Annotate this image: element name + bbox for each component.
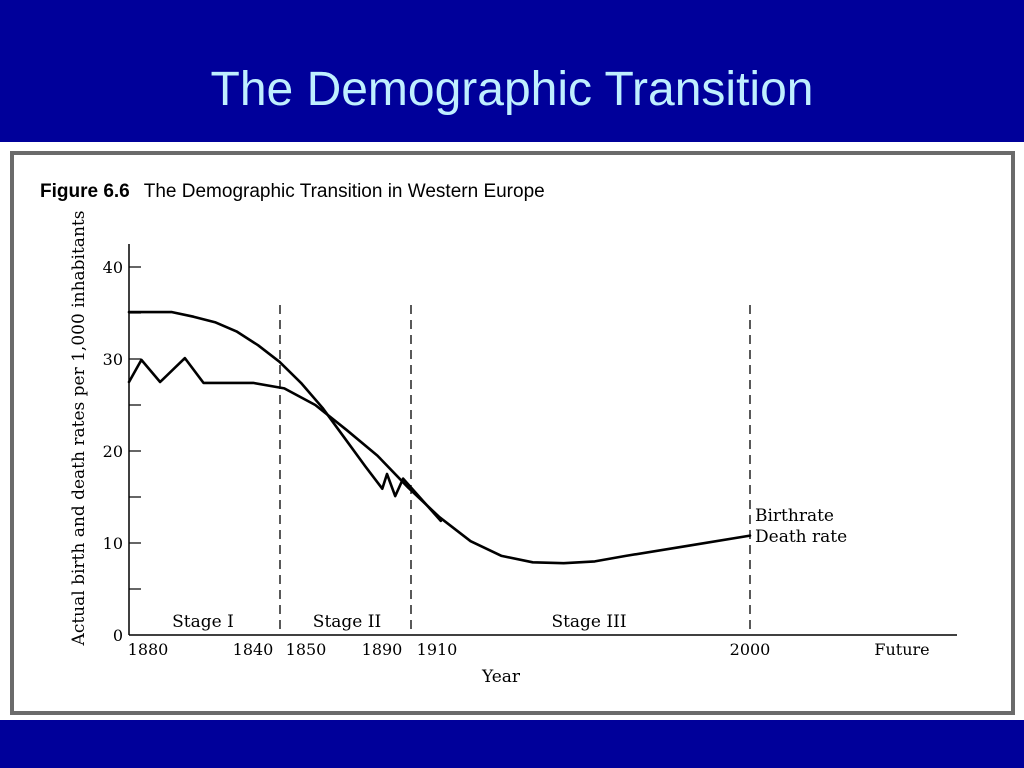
x-tick-label: 1850 [286,640,327,659]
x-axis-label: Year [481,667,521,687]
stage-label: Stage I [172,612,234,632]
y-tick-label: 10 [103,534,123,553]
x-tick-label: 1840 [233,640,274,659]
figure-caption: Figure 6.6 The Demographic Transition in … [40,181,545,203]
x-tick-label: 1890 [362,640,403,659]
x-tick-label: 1910 [417,640,458,659]
figure-number: Figure 6.6 [40,181,130,202]
y-tick-label: 0 [113,626,123,645]
y-tick-label: 20 [103,442,123,461]
series-line-birthrate [127,310,443,523]
stage-label: Stage II [313,612,381,632]
series-line-death-rate [127,356,752,565]
series-lines [127,310,752,565]
x-axis-tick-labels: 1880 1840 1850 1890 1910 2000 Future [128,640,930,659]
series-label: Birthrate [755,506,834,526]
stage-divider-lines [279,305,751,635]
y-tick-label: 30 [103,350,123,369]
series-label: Death rate [755,527,847,547]
stage-label: Stage III [551,612,626,632]
figure-caption-text: The Demographic Transition in Western Eu… [143,181,545,202]
x-tick-label: 2000 [730,640,771,659]
y-tick-label: 40 [103,258,123,277]
y-axis-ticks: 0 10 20 30 40 [103,258,141,645]
x-tick-label: 1880 [128,640,169,659]
x-tick-label: Future [874,640,929,659]
figure-frame [10,151,1015,715]
slide-title: The Demographic Transition [210,63,814,116]
stage-labels: Stage I Stage II Stage III [172,612,626,632]
slide-content-area [0,142,1024,720]
y-axis-label: Actual birth and death rates per 1,000 i… [69,211,89,647]
